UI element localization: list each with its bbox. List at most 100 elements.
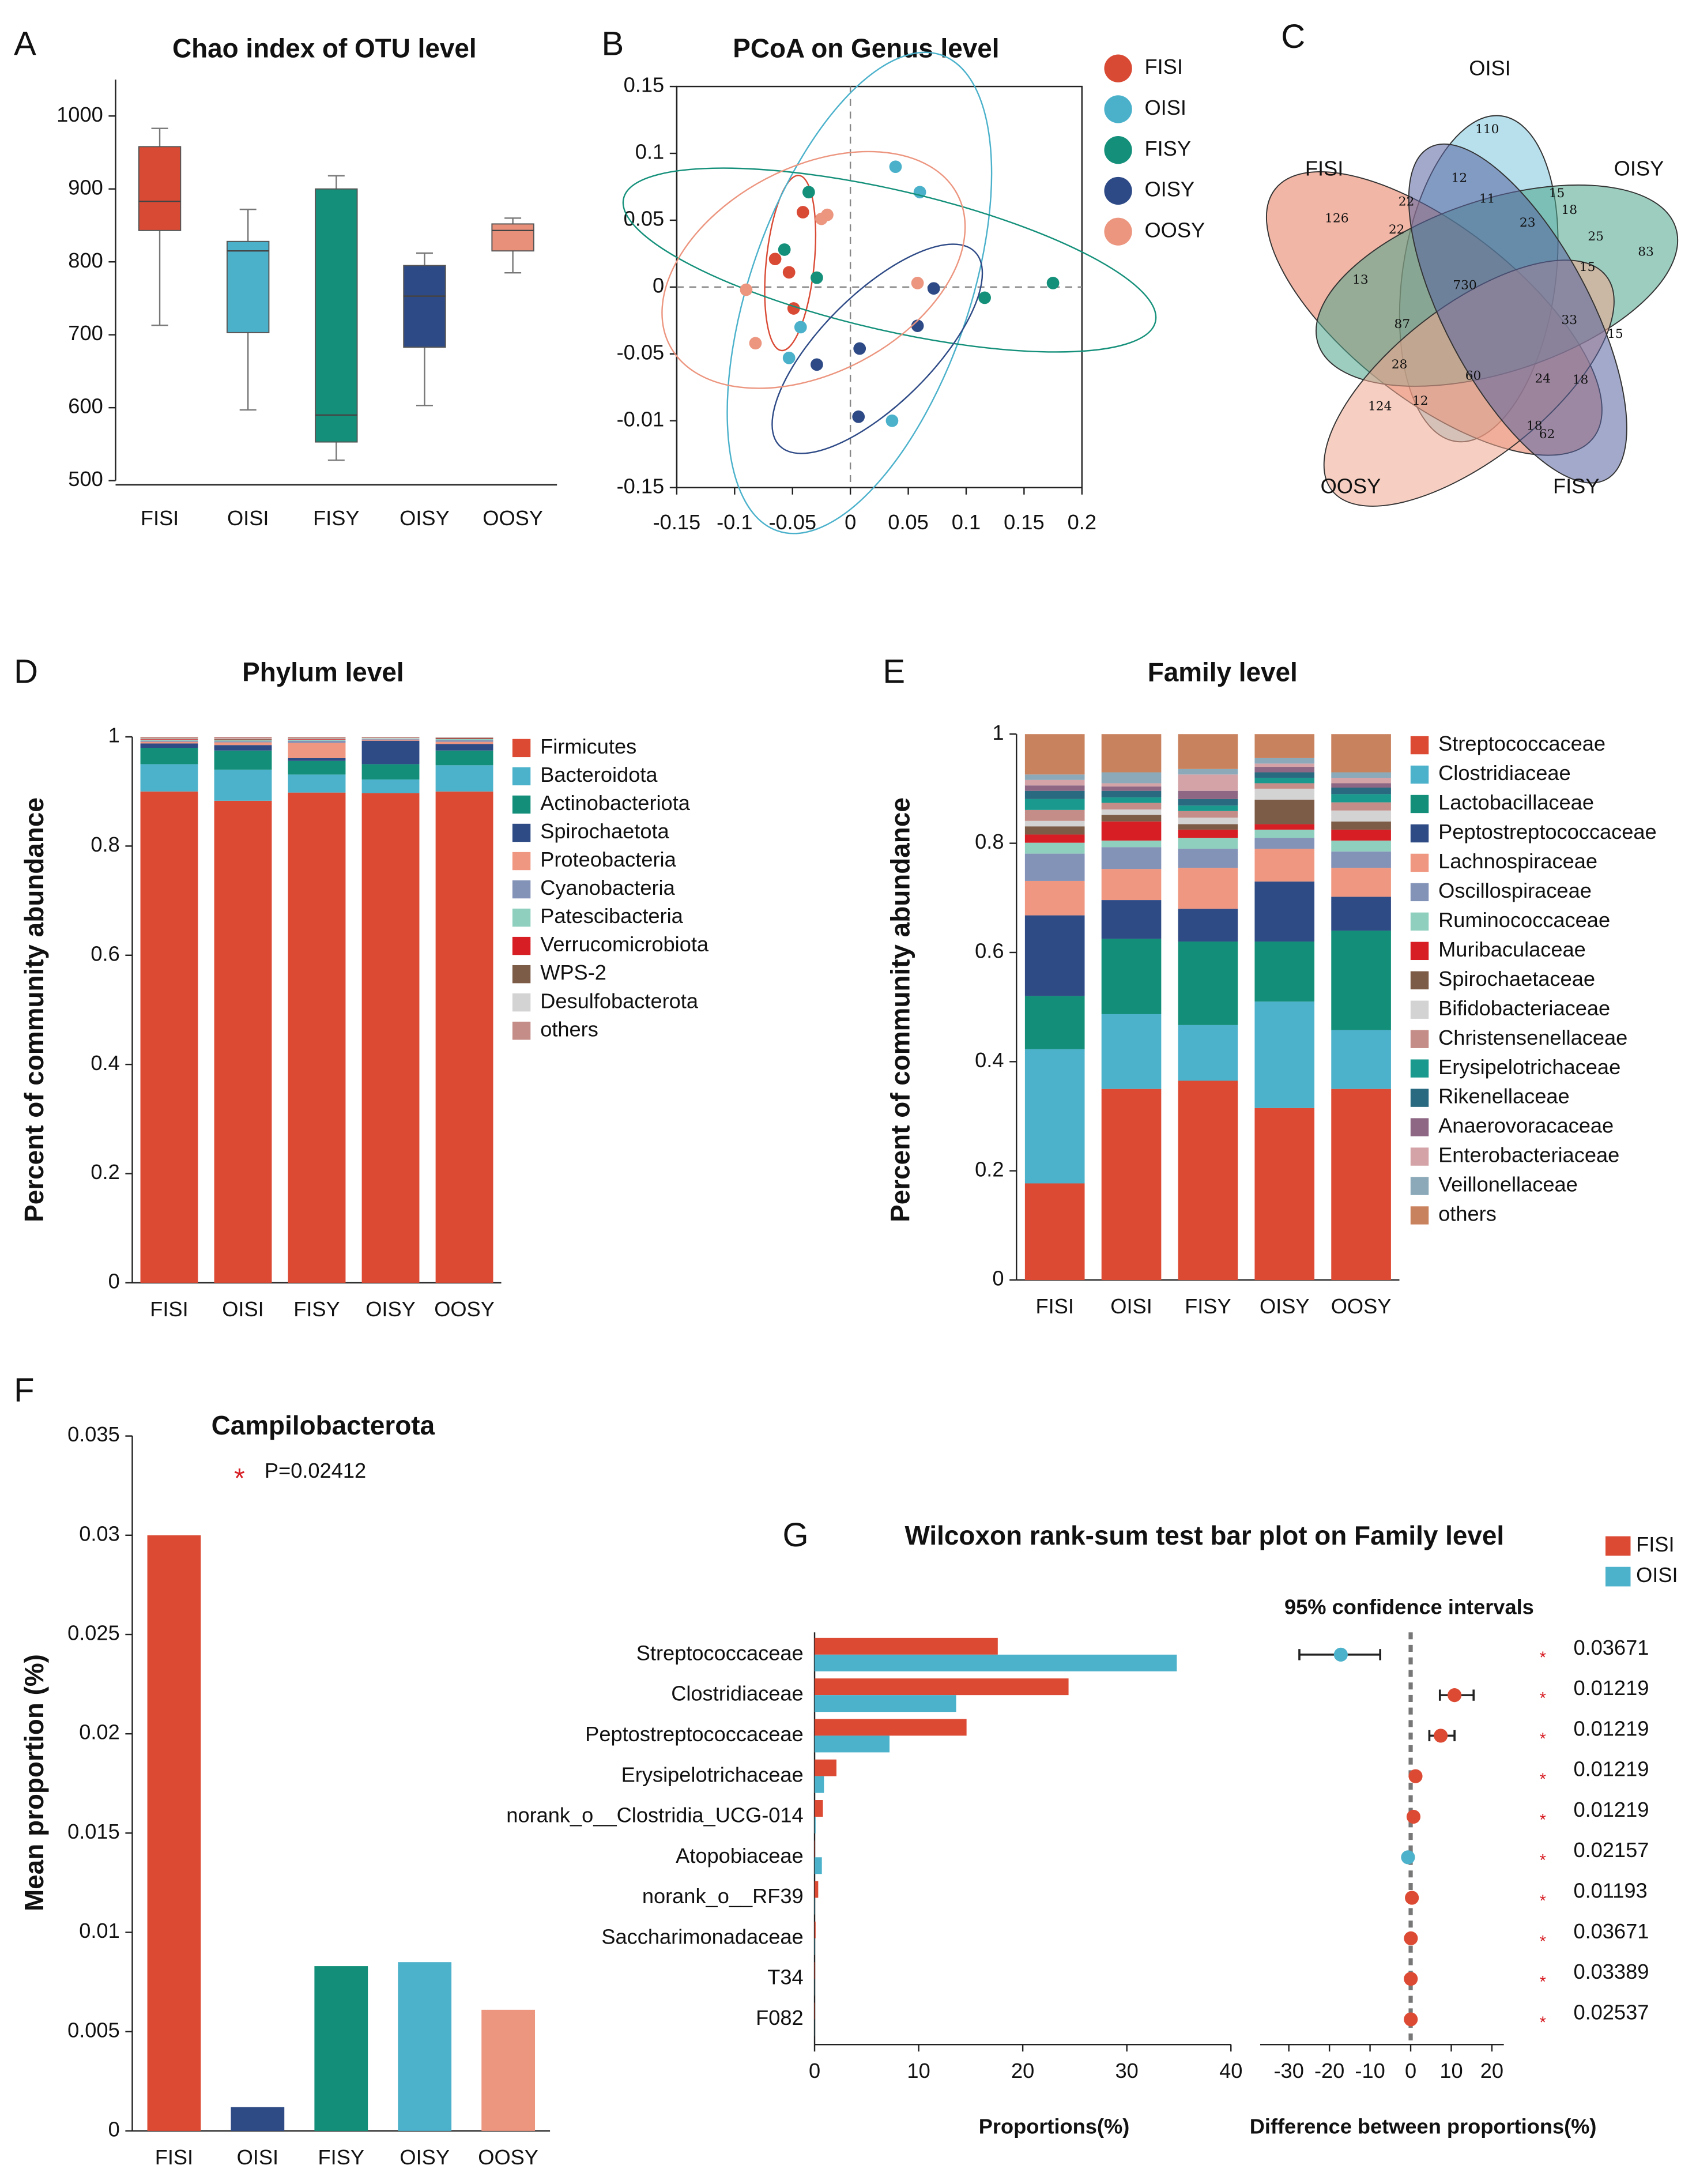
bar-segment: [140, 748, 198, 765]
x-tick-label: FISY: [313, 506, 360, 530]
bar-segment: [1101, 772, 1162, 784]
legend-swatch: [1410, 1147, 1429, 1166]
point: [796, 206, 809, 219]
venn-count: 13: [1352, 273, 1369, 287]
significance-marker: *: [1540, 1730, 1546, 1748]
legend-swatch: [1410, 824, 1429, 843]
y-tick-label: -0.15: [617, 474, 665, 498]
bar-segment: [1178, 838, 1238, 849]
bar-segment: [140, 764, 198, 792]
x-tick-label: FISI: [155, 2145, 193, 2169]
venn-count: 110: [1475, 122, 1499, 137]
bar-segment: [214, 750, 272, 770]
bar-segment: [1024, 1049, 1085, 1184]
bar-segment: [1024, 853, 1085, 881]
bar-segment: [214, 740, 272, 741]
legend-label: Bacteroidota: [540, 763, 658, 786]
x-tick-label: -0.15: [653, 510, 701, 534]
x-tick-label: -0.1: [717, 510, 752, 534]
significance-marker: *: [1540, 1811, 1546, 1829]
bar-segment: [288, 739, 346, 741]
legend-swatch: [512, 880, 531, 899]
legend-swatch: [1410, 736, 1429, 755]
y-tick-label: 0.035: [67, 1422, 120, 1446]
x-tick-label: OOSY: [483, 506, 543, 530]
confidence-ellipse: [622, 167, 1157, 353]
bar-segment: [1331, 783, 1391, 788]
bar-segment: [288, 737, 346, 738]
y-tick-label: 800: [68, 248, 103, 272]
venn-count: 22: [1389, 223, 1405, 237]
ci-axis-label: Difference between proportions(%): [1250, 2115, 1597, 2138]
legend-label: Veillonellaceae: [1438, 1173, 1578, 1196]
bar-segment: [435, 737, 493, 739]
box: [403, 265, 446, 348]
y-axis-label: Percent of community abundance: [885, 797, 915, 1222]
legend-swatch: [1605, 1536, 1631, 1556]
legend-swatch: [1410, 765, 1429, 784]
x-tick-label: FISY: [318, 2145, 365, 2169]
bar-segment: [1024, 790, 1085, 799]
x-tick-label: OISI: [227, 506, 269, 530]
point: [802, 186, 815, 199]
y-tick-label: 0.8: [975, 830, 1004, 853]
panel-letter: G: [782, 1517, 808, 1554]
bar-segment: [1024, 780, 1085, 786]
difference-point: [1404, 2012, 1418, 2027]
point: [821, 208, 834, 221]
x-tick-label: OISI: [237, 2145, 278, 2169]
category-label: Clostridiaceae: [671, 1682, 804, 1705]
box: [138, 146, 182, 231]
bar: [815, 1776, 824, 1793]
bar-segment: [1101, 869, 1162, 901]
chart-title: Campilobacterota: [212, 1410, 435, 1440]
point: [782, 351, 796, 364]
y-tick-label: 0.4: [975, 1048, 1004, 1072]
point: [778, 243, 791, 256]
y-tick-label: -0.05: [617, 340, 665, 364]
bar-segment: [1024, 785, 1085, 791]
bar-segment: [1178, 805, 1238, 811]
bar-segment: [214, 745, 272, 751]
significance-marker: *: [1540, 1649, 1546, 1667]
venn-set: [1408, 143, 1627, 484]
legend-swatch: [1410, 1089, 1429, 1107]
venn-count: 24: [1535, 371, 1551, 386]
y-tick-label: 0.05: [624, 207, 665, 231]
bar-segment: [288, 774, 346, 793]
legend-label: Proteobacteria: [540, 848, 676, 871]
bar-segment: [1178, 799, 1238, 806]
legend-label: Enterobacteriaceae: [1438, 1143, 1619, 1167]
venn-count: 12: [1412, 394, 1429, 408]
bar-segment: [435, 744, 493, 751]
difference-point: [1404, 1972, 1418, 1986]
legend-marker: [1104, 54, 1132, 82]
bar: [815, 1637, 998, 1655]
bar-segment: [1331, 777, 1391, 784]
bar-segment: [1178, 811, 1238, 818]
bar-segment: [1024, 826, 1085, 835]
legend-label: OOSY: [1144, 218, 1205, 242]
legend-swatch: [512, 767, 531, 786]
ci-tick-label: -10: [1355, 2059, 1385, 2083]
legend-swatch: [512, 795, 531, 814]
x-tick-label: 20: [1011, 2059, 1034, 2083]
bar-segment: [1331, 1089, 1391, 1281]
bar-segment: [1331, 802, 1391, 811]
bar-segment: [1331, 931, 1391, 1030]
bar-segment: [361, 739, 420, 741]
legend-label: OISI: [1144, 96, 1186, 119]
bar-segment: [1024, 799, 1085, 810]
bar-segment: [1101, 847, 1162, 869]
venn-count: 126: [1325, 212, 1348, 226]
bar-segment: [1178, 818, 1238, 824]
bar-segment: [1024, 820, 1085, 827]
bar-segment: [1024, 1183, 1085, 1281]
y-tick-label: 0.4: [91, 1051, 119, 1075]
venn-count: 18: [1573, 373, 1589, 387]
bar-segment: [1254, 772, 1315, 778]
ci-tick-label: 20: [1480, 2059, 1503, 2083]
category-label: Peptostreptococcaceae: [585, 1722, 804, 1746]
bar: [815, 1654, 1177, 1671]
y-tick-label: 1000: [56, 103, 103, 126]
